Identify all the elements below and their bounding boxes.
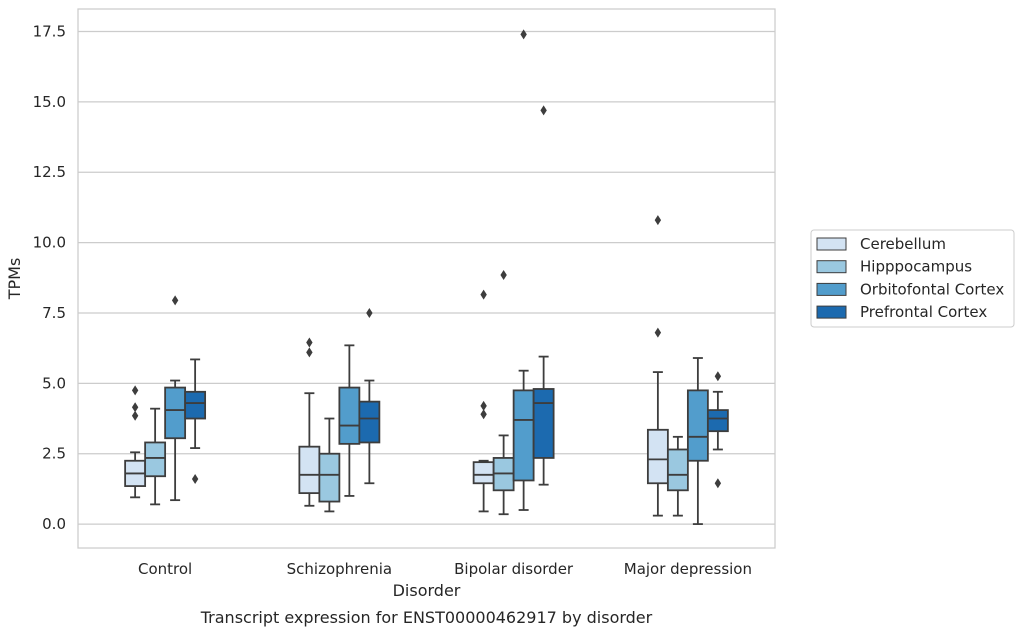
plot-frame <box>77 8 776 549</box>
outlier-point <box>131 410 139 421</box>
outlier-point <box>480 409 487 420</box>
y-tick-label: 12.5 <box>33 163 66 181</box>
box-body <box>358 400 381 444</box>
x-tick-label: Bipolar disorder <box>454 560 574 578</box>
y-tick-label: 10.0 <box>33 234 66 252</box>
box-body <box>472 461 495 485</box>
outlier-point <box>500 269 507 280</box>
box <box>124 385 147 499</box>
outlier-point <box>171 295 179 306</box>
y-tick-label: 2.5 <box>42 445 66 463</box>
box-body <box>298 445 321 495</box>
y-tick-label: 0.0 <box>42 515 66 533</box>
legend-swatch <box>816 260 847 274</box>
box-body <box>646 428 669 485</box>
outlier-point <box>520 29 527 40</box>
outlier-point <box>306 337 313 348</box>
outlier-point <box>654 215 662 226</box>
x-axis-label: Disorder <box>393 581 461 600</box>
box-body <box>532 388 555 459</box>
legend-label: Prefrontal Cortex <box>860 303 987 321</box>
box <box>338 344 361 497</box>
legend-label: Hipppocampus <box>860 258 972 276</box>
box <box>666 435 689 517</box>
y-axis-label: TPMs <box>5 258 24 301</box>
box <box>472 289 495 513</box>
outlier-point <box>480 289 487 300</box>
chart-caption: Transcript expression for ENST0000046291… <box>200 608 653 627</box>
box-body <box>144 441 167 478</box>
outlier-point <box>131 402 139 413</box>
legend: Cerebellum Hipppocampus Orbitofontal Corte… <box>810 229 1015 328</box>
box-body <box>318 452 341 503</box>
outlier-point <box>540 105 547 116</box>
box-body <box>164 386 187 440</box>
outlier-point <box>714 371 722 382</box>
outlier-point <box>654 327 662 338</box>
y-tick-label: 17.5 <box>33 23 66 41</box>
box <box>532 105 555 486</box>
legend-frame <box>810 229 1015 328</box>
x-tick-label: Major depression <box>624 560 752 578</box>
outlier-point <box>366 307 373 318</box>
box-body <box>706 409 729 433</box>
x-tick-label: Control <box>138 560 192 578</box>
box <box>318 417 341 513</box>
box <box>358 307 381 485</box>
gridlines <box>78 30 775 525</box>
box-body <box>184 390 207 420</box>
outlier-point <box>191 474 199 485</box>
box-body <box>686 389 709 462</box>
box <box>144 407 167 506</box>
legend-swatch <box>816 282 847 296</box>
box <box>184 358 207 485</box>
outlier-point <box>306 347 313 358</box>
legend-swatch <box>816 305 847 319</box>
box <box>298 337 321 507</box>
y-tick-label: 7.5 <box>42 304 66 322</box>
box-body <box>666 448 689 492</box>
outlier-point <box>131 385 139 396</box>
y-tick-label: 5.0 <box>42 374 66 392</box>
x-tick-labels: Control Schizophrenia Bipolar disorder Majo… <box>138 560 752 578</box>
y-tick-label: 15.0 <box>33 93 66 111</box>
legend-label: Orbitofontal Cortex <box>860 280 1004 298</box>
box <box>164 295 187 502</box>
box-body <box>512 389 535 482</box>
x-tick-label: Schizophrenia <box>287 560 392 578</box>
legend-label: Cerebellum <box>860 235 946 253</box>
y-tick-labels: 0.0 2.5 5.0 7.5 10.0 12.5 15.0 17.5 <box>33 23 66 534</box>
box-groups <box>124 29 729 525</box>
box-body <box>338 386 361 445</box>
outlier-point <box>480 400 487 411</box>
box <box>646 215 669 517</box>
legend-swatch <box>816 237 847 251</box>
box <box>706 371 729 489</box>
box <box>492 269 515 516</box>
outlier-point <box>714 478 722 489</box>
